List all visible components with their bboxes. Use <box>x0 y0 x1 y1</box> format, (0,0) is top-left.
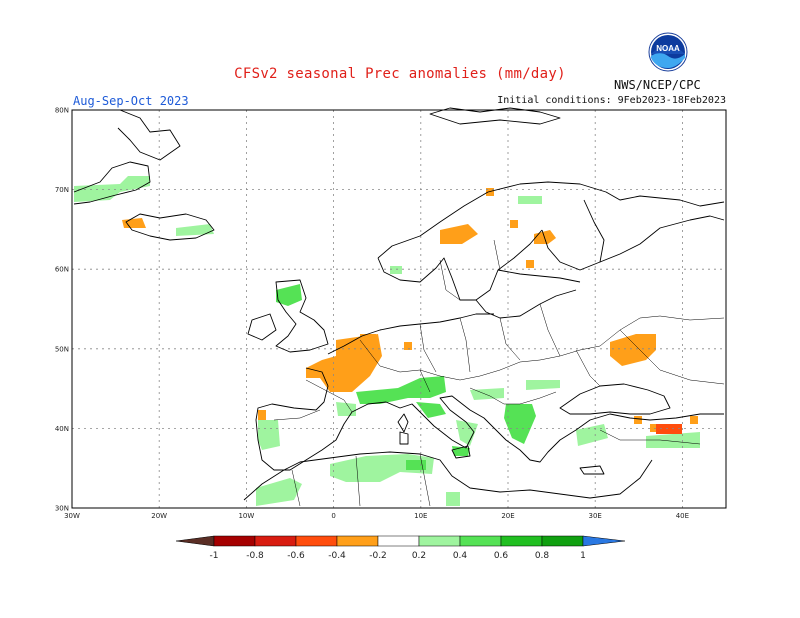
anomaly-baltic-green <box>390 266 402 274</box>
country-borders <box>273 239 725 507</box>
anomaly-e-turkey <box>656 424 682 434</box>
anomaly-romania <box>526 380 560 390</box>
coastlines <box>73 107 725 501</box>
colorbar-label: -0.4 <box>328 551 346 561</box>
anomaly-alps <box>356 376 446 404</box>
lon-tick-labels: 30W 20W 10W 0 10E 20E 30E 40E <box>64 512 689 520</box>
lat-tick-label: 60N <box>55 266 69 274</box>
anomaly-e-turkey-o <box>650 424 656 432</box>
forecast-period: Aug-Sep-Oct 2023 <box>73 94 189 108</box>
colorbar-bin <box>459 535 502 547</box>
lat-tick-label: 70N <box>55 186 69 194</box>
colorbar-bin <box>541 535 584 547</box>
colorbar-bin <box>254 535 297 547</box>
lon-tick-label: 30W <box>64 512 80 520</box>
anomaly-portugal <box>258 420 280 450</box>
map-frame <box>71 109 727 509</box>
anomaly-ukraine <box>610 334 656 366</box>
anomaly-norway <box>440 224 478 244</box>
lon-tick-label: 20E <box>501 512 514 520</box>
anomaly-france <box>306 334 382 392</box>
initial-conditions: Initial conditions: 9Feb2023-18Feb2023 <box>497 95 726 106</box>
lon-tick-label: 20W <box>151 512 167 520</box>
anomaly-lapland-green <box>518 196 542 204</box>
noaa-logo: NOAA <box>648 32 688 72</box>
lon-tick-label: 10E <box>414 512 427 520</box>
colorbar-bin <box>213 535 256 547</box>
anomaly-n-norway <box>486 188 494 196</box>
colorbar-bin <box>500 535 543 547</box>
anomaly-shading <box>74 176 700 506</box>
graticule <box>72 110 726 508</box>
colorbar-label: 0.6 <box>494 551 509 561</box>
anomaly-tunisia <box>406 460 426 470</box>
anomaly-s-italy <box>456 420 478 446</box>
anomaly-finland <box>534 230 556 244</box>
anomaly-hungary <box>470 388 504 400</box>
lat-tick-label: 40N <box>55 425 69 433</box>
colorbar-label: 0.4 <box>453 551 468 561</box>
anomaly-turkey-w <box>576 424 608 446</box>
colorbar-label: -1 <box>210 551 219 561</box>
colorbar-label: 1 <box>580 551 586 561</box>
anomaly-portugal-o <box>258 410 266 420</box>
anomaly-scotland <box>276 284 302 306</box>
lon-tick-label: 30E <box>589 512 602 520</box>
lon-tick-label: 0 <box>331 512 335 520</box>
lat-tick-label: 80N <box>55 107 69 115</box>
colorbar-label: 0.2 <box>412 551 426 561</box>
anomaly-morocco <box>256 478 302 506</box>
colorbar-bin <box>377 535 420 547</box>
colorbar-lower-arrow <box>175 535 215 547</box>
anomaly-caucasus-o <box>634 416 642 424</box>
anomaly-greenland <box>74 176 150 202</box>
colorbar-bin <box>418 535 461 547</box>
colorbar-label: -0.2 <box>369 551 387 561</box>
lat-tick-label: 50N <box>55 345 69 353</box>
lat-tick-labels: 80N 70N 60N 50N 40N 30N <box>55 107 69 513</box>
anomaly-sweden <box>510 220 518 228</box>
anomaly-poland <box>404 342 412 350</box>
anomaly-italy <box>416 402 446 418</box>
colorbar: -1 -0.8 -0.6 -0.4 -0.2 0.2 0.4 0.6 0.8 1 <box>175 535 626 561</box>
map-title: CFSv2 seasonal Prec anomalies (mm/day) <box>234 66 566 82</box>
svg-text:NOAA: NOAA <box>656 44 680 53</box>
anomaly-caucasus <box>646 432 700 448</box>
anomaly-benelux <box>360 334 376 344</box>
anomaly-iceland-green <box>176 224 214 236</box>
anomaly-iceland-orange <box>122 218 146 228</box>
agency-label: NWS/NCEP/CPC <box>614 78 701 92</box>
colorbar-upper-arrow <box>582 535 626 547</box>
colorbar-bin <box>336 535 379 547</box>
anomaly-pyrenees <box>336 402 356 416</box>
lon-tick-label: 40E <box>676 512 689 520</box>
lat-tick-label: 30N <box>55 505 69 513</box>
lon-tick-label: 10W <box>238 512 254 520</box>
colorbar-label: 0.8 <box>535 551 550 561</box>
anomaly-caspian-o <box>690 416 698 424</box>
colorbar-label: -0.8 <box>246 551 264 561</box>
anomaly-libya <box>446 492 460 506</box>
colorbar-bin <box>295 535 338 547</box>
colorbar-label: -0.6 <box>287 551 305 561</box>
anomaly-finland-s <box>526 260 534 268</box>
anomaly-balkans <box>504 404 536 444</box>
